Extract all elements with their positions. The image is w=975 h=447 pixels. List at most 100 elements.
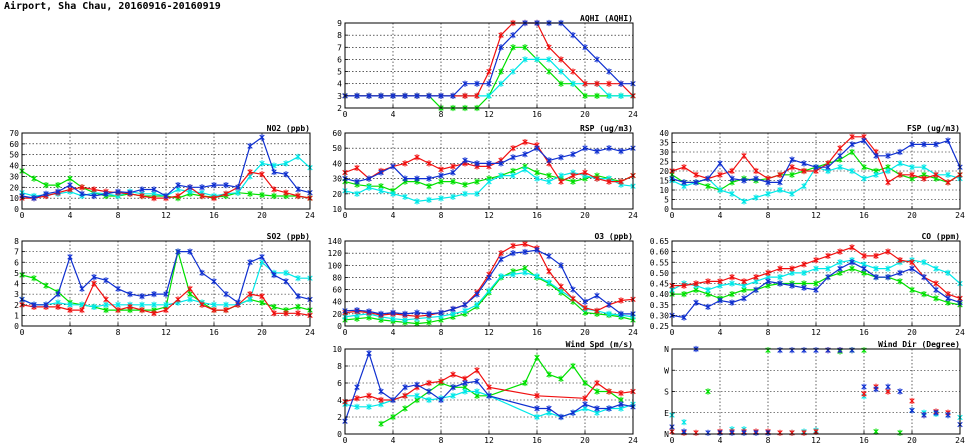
data-point-blue	[570, 409, 576, 416]
data-point-cyan	[546, 56, 552, 63]
data-point-red	[582, 80, 588, 87]
data-point-green	[681, 291, 687, 298]
data-point-blue	[354, 384, 360, 391]
y-tick-label: 5	[14, 269, 19, 278]
y-tick-label: 0	[664, 205, 669, 214]
data-point-red	[789, 164, 795, 171]
data-point-blue	[909, 407, 915, 414]
x-tick-label: 0	[343, 436, 348, 445]
data-point-blue	[825, 347, 831, 354]
x-tick-label: 16	[532, 328, 542, 337]
x-tick-label: 24	[628, 211, 638, 220]
data-point-blue	[414, 92, 420, 99]
data-point-blue	[354, 178, 360, 185]
data-point-blue	[438, 92, 444, 99]
data-point-blue	[247, 259, 253, 266]
x-tick-label: 20	[907, 328, 917, 337]
data-point-blue	[271, 168, 277, 176]
data-point-blue	[474, 160, 480, 167]
data-point-blue	[618, 80, 624, 87]
data-point-red	[474, 92, 480, 99]
data-point-blue	[498, 256, 504, 263]
data-point-blue	[414, 175, 420, 182]
data-point-red	[139, 306, 145, 314]
data-point-cyan	[825, 265, 831, 272]
data-point-cyan	[729, 190, 735, 197]
data-point-red	[921, 175, 927, 182]
data-point-red	[402, 160, 408, 167]
data-point-red	[546, 44, 552, 51]
y-tick-label: 0.65	[650, 237, 669, 246]
data-point-green	[729, 291, 735, 298]
data-point-blue	[897, 269, 903, 276]
data-point-red	[801, 261, 807, 268]
data-point-cyan	[426, 396, 432, 404]
x-tick-label: 4	[68, 211, 73, 220]
data-point-red	[789, 265, 795, 272]
data-point-red	[522, 240, 528, 248]
data-point-cyan	[283, 269, 289, 276]
y-tick-label: 120	[328, 249, 343, 258]
x-tick-label: 0	[670, 211, 675, 220]
data-point-cyan	[115, 301, 121, 308]
y-tick-label: 10	[332, 345, 342, 354]
data-point-green	[849, 265, 855, 272]
data-point-red	[693, 429, 699, 436]
data-point-green	[909, 286, 915, 293]
y-tick-label: 0.25	[650, 322, 669, 331]
data-point-red	[681, 164, 687, 171]
data-point-green	[31, 175, 37, 182]
data-point-blue	[187, 184, 193, 191]
y-tick-label: N	[664, 345, 669, 354]
data-point-blue	[885, 274, 891, 281]
y-tick-label: 2	[337, 104, 342, 113]
y-tick-label: E	[664, 409, 669, 418]
data-point-cyan	[426, 196, 432, 203]
y-tick-label: W	[664, 366, 669, 375]
x-tick-label: 24	[628, 110, 638, 119]
data-point-red	[681, 282, 687, 289]
y-tick-label: 0.55	[650, 258, 669, 267]
data-point-blue	[897, 148, 903, 156]
data-point-blue	[558, 154, 564, 161]
y-tick-label: 40	[9, 162, 19, 171]
x-tick-label: 8	[439, 328, 444, 337]
x-tick-label: 12	[811, 328, 821, 337]
data-point-red	[187, 285, 193, 292]
x-tick-label: 24	[628, 436, 638, 445]
y-tick-label: 10	[659, 186, 669, 195]
y-tick-label: 10	[332, 205, 342, 214]
data-point-blue	[390, 163, 396, 170]
x-tick-label: 16	[209, 328, 219, 337]
data-point-red	[426, 160, 432, 167]
y-tick-label: 4	[14, 280, 19, 289]
data-point-blue	[378, 169, 384, 176]
data-point-blue	[247, 142, 253, 150]
y-tick-label: 0	[337, 430, 342, 439]
y-tick-label: 3	[337, 92, 342, 101]
data-point-red	[151, 310, 157, 317]
data-point-green	[813, 280, 819, 287]
data-point-blue	[139, 293, 145, 300]
data-point-cyan	[606, 310, 612, 317]
data-point-red	[558, 283, 564, 290]
y-tick-label: 80	[332, 273, 342, 282]
data-point-cyan	[741, 198, 747, 205]
y-tick-label: 25	[659, 158, 669, 167]
data-point-blue	[510, 154, 516, 161]
x-tick-label: 20	[580, 211, 590, 220]
data-point-red	[199, 192, 205, 200]
data-point-cyan	[558, 68, 564, 75]
y-tick-label: 20	[332, 190, 342, 199]
data-point-blue	[450, 384, 456, 391]
data-point-green	[789, 171, 795, 178]
data-point-red	[582, 169, 588, 176]
data-point-blue	[705, 429, 711, 436]
data-point-red	[127, 303, 133, 310]
data-point-blue	[510, 32, 516, 39]
x-tick-label: 8	[439, 436, 444, 445]
data-point-blue	[522, 248, 528, 256]
data-point-green	[438, 178, 444, 185]
data-point-blue	[945, 295, 951, 302]
